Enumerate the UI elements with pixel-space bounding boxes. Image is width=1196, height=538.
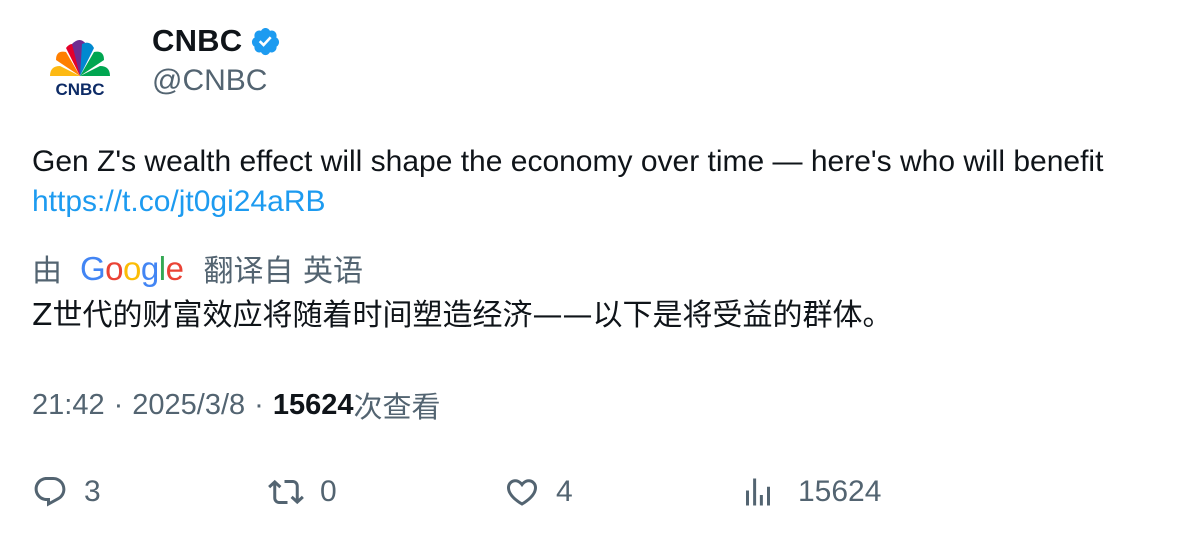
views-button[interactable]: 15624 [740,470,881,514]
cnbc-peacock-logo-icon: CNBC [50,40,110,99]
meta-separator: · [113,388,124,421]
tweet-text: Gen Z's wealth effect will shape the eco… [32,142,1152,222]
reply-button[interactable]: 3 [32,470,101,514]
retweet-button[interactable]: 0 [268,470,337,514]
retweet-count: 0 [320,475,337,508]
verified-badge-icon[interactable] [250,26,281,57]
author-block: CNBC @CNBC [152,22,281,98]
analytics-icon [740,474,776,510]
like-count: 4 [556,475,573,508]
author-name-row: CNBC [152,22,281,60]
tweet-link[interactable]: https://t.co/jt0gi24aRB [32,185,326,218]
avatar-logo-text: CNBC [55,80,104,99]
reply-count: 3 [84,475,101,508]
tweet-date[interactable]: 2025/3/8 [132,388,246,421]
google-logo[interactable]: Google [80,249,184,287]
meta-separator: · [254,388,264,421]
translation-by-label: 由 [32,254,62,289]
avatar[interactable]: CNBC [32,24,128,120]
views-count: 15624 [272,388,354,421]
views-action-count: 15624 [798,475,882,508]
translated-text: Z世代的财富效应将随着时间塑造经济——以下是将受益的群体。 [32,298,893,333]
views-label: 次查看 [353,390,441,424]
tweet-meta: 21:42 · 2025/3/8 · 15624 次查看 [32,384,440,426]
translation-from-label[interactable]: 翻译自 英语 [203,254,363,289]
author-display-name[interactable]: CNBC [152,23,243,58]
like-button[interactable]: 4 [504,470,573,514]
author-handle[interactable]: @CNBC [152,64,268,97]
tweet-time[interactable]: 21:42 [32,388,105,421]
reply-icon [32,474,68,510]
tweet-text-body: Gen Z's wealth effect will shape the eco… [32,145,1104,178]
retweet-icon [268,474,304,510]
action-bar: 3 0 4 15624 [32,470,1152,514]
translation-attribution: 由 Google 翻译自 英语 [32,246,363,290]
heart-icon [504,474,540,510]
